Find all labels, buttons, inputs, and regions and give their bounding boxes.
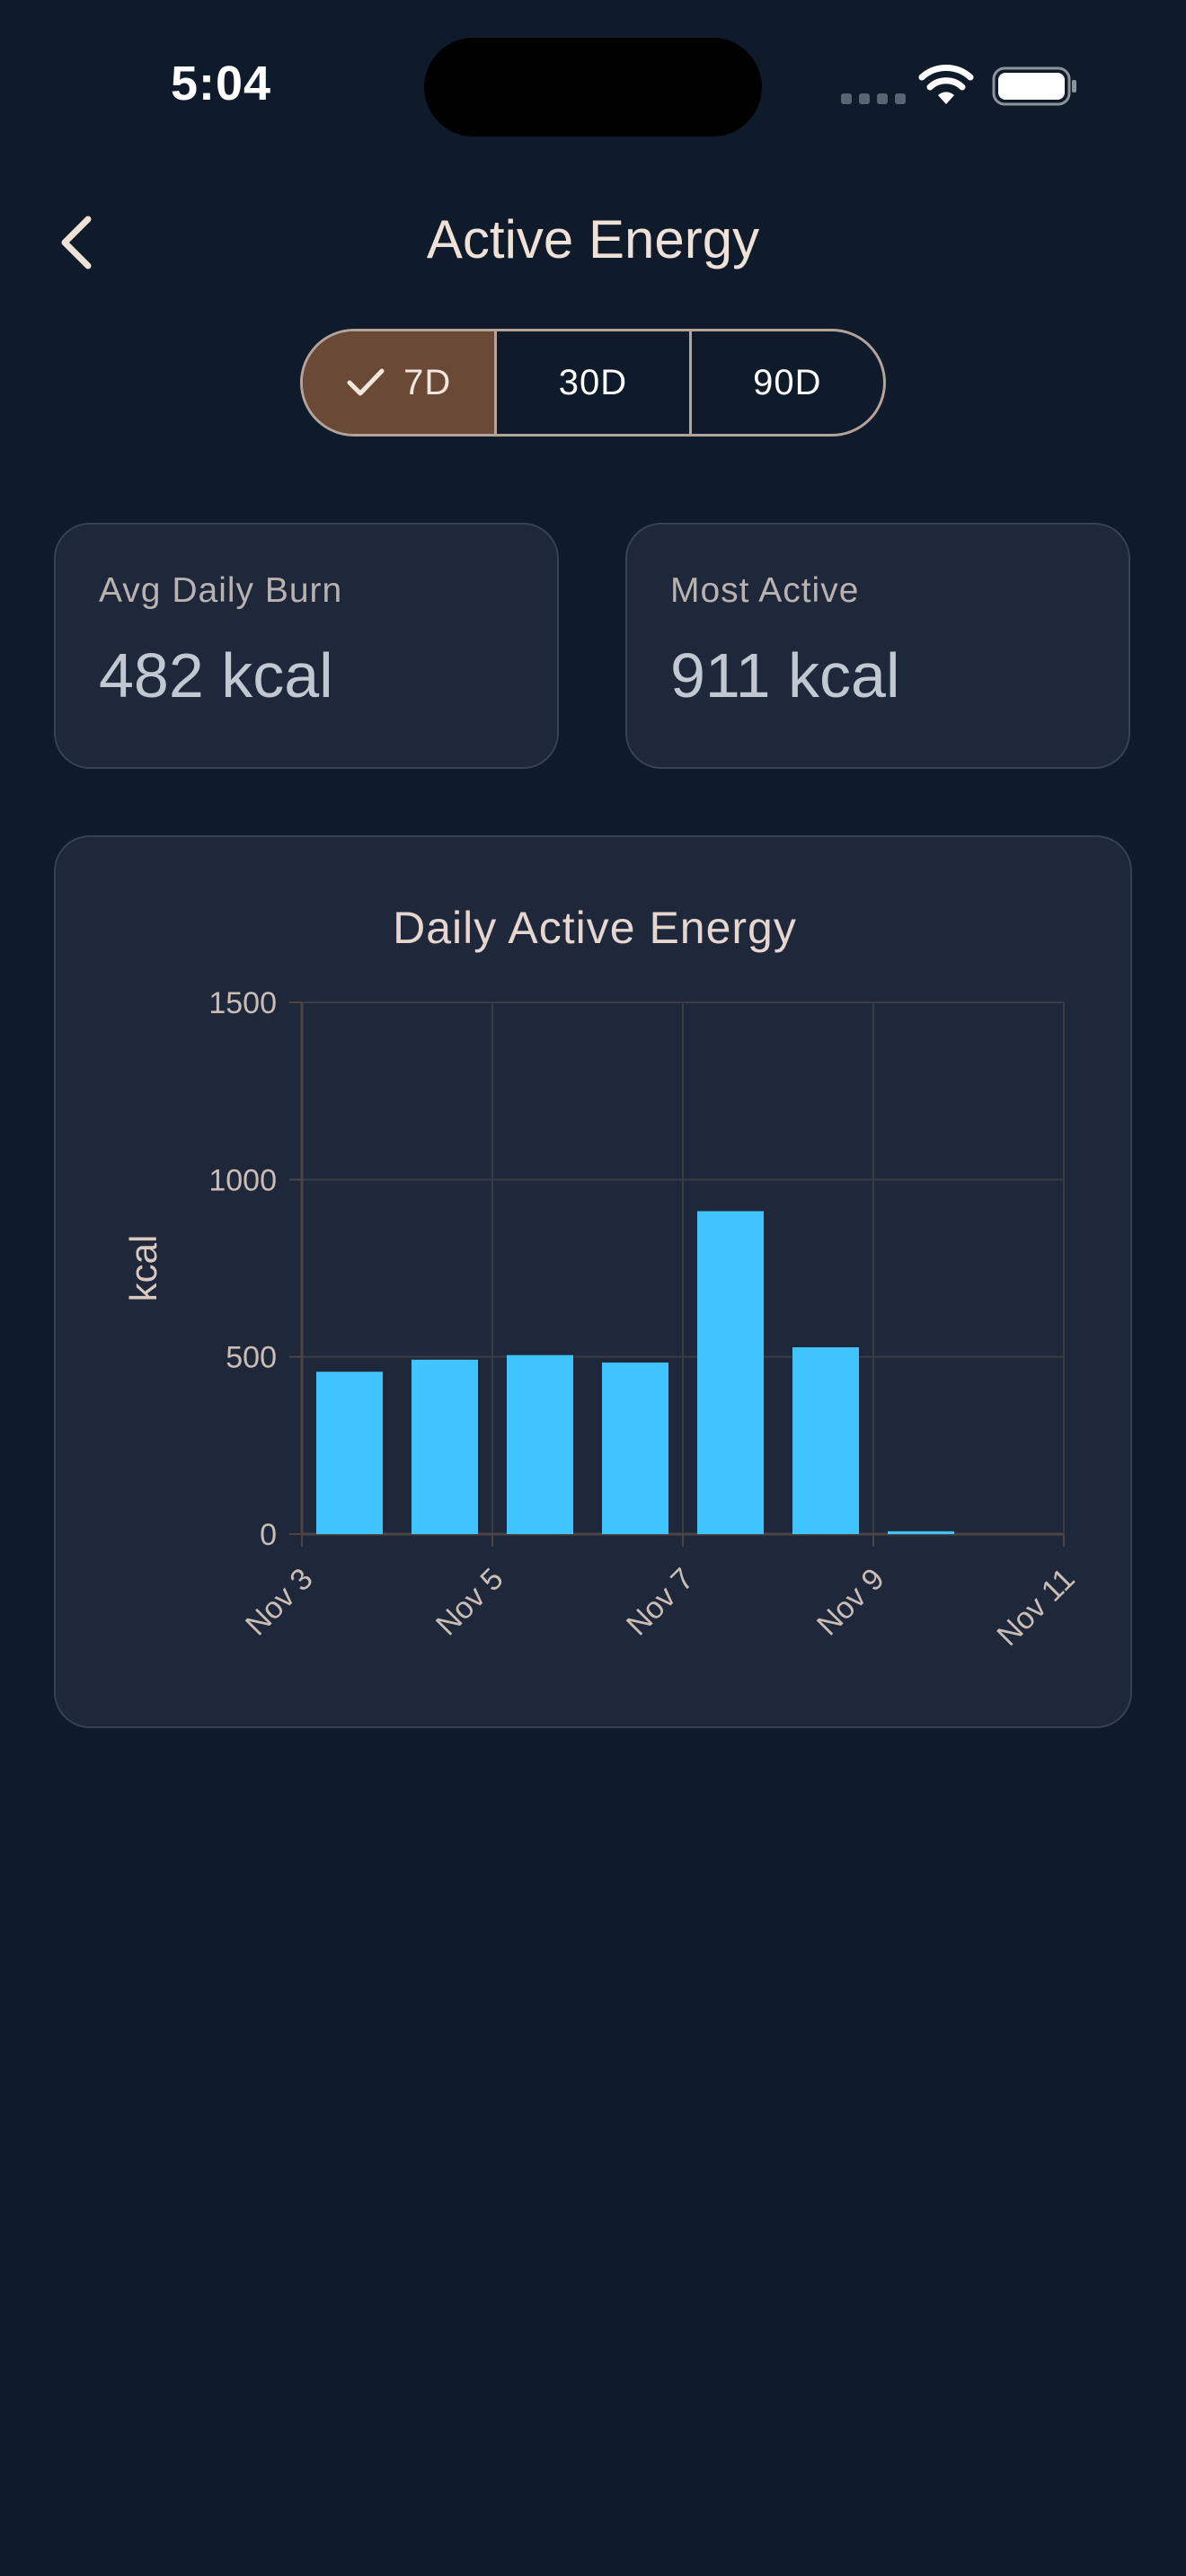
avg-daily-burn-card: Avg Daily Burn 482 kcal — [54, 523, 559, 769]
back-button[interactable] — [50, 207, 104, 278]
x-tick-label: Nov 5 — [429, 1562, 510, 1643]
y-axis-label: kcal — [122, 1235, 164, 1302]
x-tick-label: Nov 11 — [990, 1562, 1081, 1653]
y-tick-label: 1000 — [208, 1163, 277, 1197]
stat-label: Avg Daily Burn — [99, 571, 343, 610]
bar-nov-9 — [792, 1347, 859, 1534]
chart-title: Daily Active Energy — [393, 903, 797, 953]
range-option-label: 30D — [558, 362, 628, 402]
page-title: Active Energy — [426, 209, 760, 269]
stat-value: 482 kcal — [99, 640, 333, 710]
daily-active-energy-chart-card: Daily Active Energy 0 500 1000 1500 Nov 3 Nov … — [54, 835, 1132, 1728]
bar-nov-6 — [507, 1354, 573, 1534]
checkmark-icon — [347, 368, 385, 396]
battery-icon — [992, 66, 1076, 106]
bar-nov-8 — [697, 1211, 764, 1534]
bar-nov-7 — [602, 1362, 668, 1534]
y-tick-label: 1500 — [208, 986, 277, 1020]
x-tick-label: Nov 7 — [620, 1562, 701, 1643]
stat-label: Most Active — [670, 571, 860, 610]
x-tick-label: Nov 3 — [239, 1562, 320, 1643]
most-active-card: Most Active 911 kcal — [625, 523, 1130, 769]
range-option-label: 90D — [753, 362, 822, 402]
range-option-7d[interactable]: 7D — [303, 331, 495, 434]
dynamic-island — [424, 38, 762, 137]
bar-chart: Daily Active Energy 0 500 1000 1500 Nov 3 Nov … — [122, 903, 1082, 1653]
range-selector: 7D 30D 90D — [300, 329, 886, 437]
bar-nov-10 — [888, 1531, 954, 1534]
range-option-label: 7D — [403, 362, 452, 402]
bar-nov-4 — [316, 1372, 383, 1534]
range-option-90d[interactable]: 90D — [688, 331, 883, 434]
x-tick-label: Nov 9 — [810, 1562, 891, 1643]
wifi-icon — [918, 65, 974, 104]
y-tick-label: 0 — [260, 1518, 277, 1552]
bar-nov-5 — [412, 1359, 478, 1534]
status-time: 5:04 — [171, 57, 272, 110]
stat-value: 911 kcal — [670, 640, 900, 710]
chevron-left-icon — [61, 216, 92, 269]
y-tick-label: 500 — [226, 1341, 277, 1375]
cellular-signal-icon — [841, 93, 906, 104]
range-option-30d[interactable]: 30D — [494, 331, 688, 434]
